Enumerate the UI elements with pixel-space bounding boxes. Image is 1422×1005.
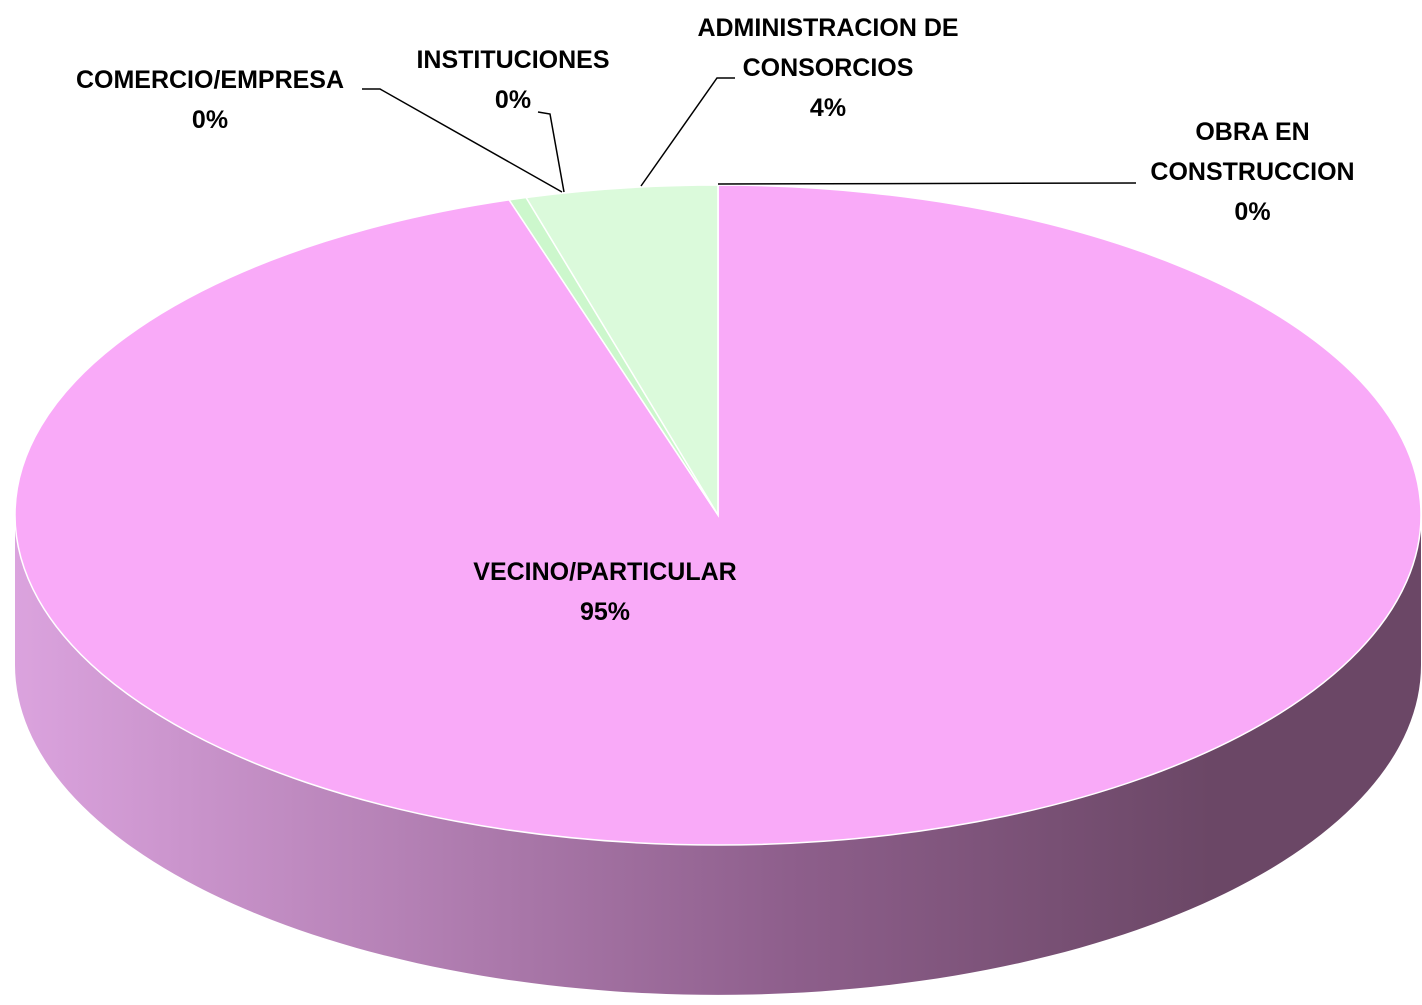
- pie-side: [15, 515, 1421, 995]
- value-label: 0%: [494, 86, 532, 114]
- data-label: ADMINISTRACION DE CONSORCIOS 4%: [663, 8, 993, 128]
- leader-line: [537, 111, 565, 193]
- slices: [14, 184, 1422, 995]
- leader-line: [640, 77, 735, 187]
- category-label: OBRA EN CONSTRUCCION: [1150, 118, 1355, 186]
- pie-slice: [524, 184, 719, 518]
- data-label: COMERCIO/EMPRESA 0%: [40, 60, 380, 140]
- data-label: OBRA EN CONSTRUCCION 0%: [1120, 112, 1385, 232]
- leader-line: [362, 88, 563, 193]
- value-label: 4%: [809, 94, 847, 122]
- category-label: INSTITUCIONES: [416, 46, 610, 74]
- category-label: VECINO/PARTICULAR: [473, 558, 737, 586]
- category-label: COMERCIO/EMPRESA: [75, 66, 345, 94]
- leader-lines: [362, 77, 1137, 193]
- data-label: INSTITUCIONES 0%: [383, 40, 643, 120]
- value-label: 95%: [579, 598, 631, 626]
- value-label: 0%: [191, 106, 229, 134]
- data-label: VECINO/PARTICULAR 95%: [425, 552, 785, 632]
- leader-line: [717, 182, 1137, 185]
- value-label: 0%: [1234, 198, 1271, 226]
- category-label: ADMINISTRACION DE CONSORCIOS: [697, 14, 959, 82]
